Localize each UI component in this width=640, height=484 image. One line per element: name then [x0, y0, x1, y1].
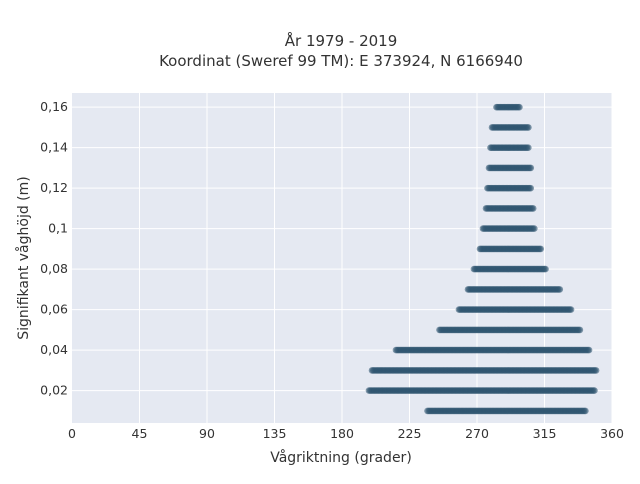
scatter-point: [585, 346, 593, 354]
y-tick-label: 0,16: [40, 99, 68, 114]
scatter-point: [529, 205, 537, 212]
y-tick-label: 0,08: [40, 261, 68, 276]
scatter-point: [582, 407, 589, 415]
x-tick-label: 0: [68, 426, 76, 441]
x-tick-label: 135: [263, 426, 287, 441]
y-axis-ticks: 0,02 0,04 0,06 0,08 0,1 0,12 0,14 0,16: [40, 99, 68, 397]
x-axis-ticks: 0 45 90 135 180 225 270 315 360: [68, 426, 624, 441]
scatter-point: [531, 225, 538, 232]
x-tick-label: 225: [398, 426, 422, 441]
scatter-points: [365, 103, 600, 415]
scatter-point: [527, 184, 534, 192]
scatter-point: [556, 286, 564, 293]
y-axis-title: Signifikant våghöjd (m): [15, 176, 32, 339]
scatter-point: [525, 124, 532, 131]
scatter-point: [592, 367, 600, 374]
scatter-point: [537, 245, 544, 253]
y-tick-label: 0,04: [40, 342, 68, 357]
scatter-point: [591, 387, 598, 394]
y-tick-label: 0,02: [40, 383, 68, 398]
scatter-point: [576, 326, 584, 334]
x-tick-label: 45: [132, 426, 148, 441]
x-axis-title: Vågriktning (grader): [270, 449, 412, 466]
scatter-point: [567, 306, 575, 313]
y-tick-label: 0,06: [40, 302, 68, 317]
scatter-point: [542, 265, 549, 273]
scatter-point: [525, 144, 532, 151]
x-tick-label: 360: [600, 426, 624, 441]
x-tick-label: 270: [465, 426, 489, 441]
y-tick-label: 0,1: [48, 221, 68, 236]
y-tick-label: 0,12: [40, 180, 68, 195]
x-tick-label: 315: [533, 426, 557, 441]
x-tick-label: 180: [330, 426, 354, 441]
chart-title-line1: År 1979 - 2019: [285, 31, 398, 50]
scatter-point: [527, 164, 535, 172]
y-tick-label: 0,14: [40, 140, 68, 155]
scatter-point: [516, 103, 523, 111]
x-tick-label: 90: [199, 426, 215, 441]
chart-title-line2: Koordinat (Sweref 99 TM): E 373924, N 61…: [159, 52, 523, 70]
